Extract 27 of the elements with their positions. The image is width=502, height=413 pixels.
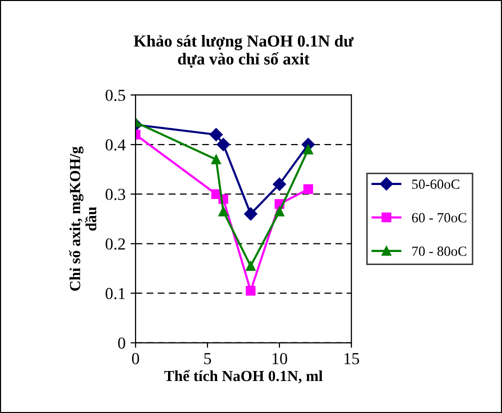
x-tick-label: 15 [344, 353, 360, 364]
y-tick-label: 0.5 [106, 90, 126, 102]
y-tick-label: 0.4 [106, 139, 126, 151]
point [210, 128, 223, 142]
y-tick-label: 0.2 [106, 238, 125, 250]
point [246, 286, 256, 296]
point [218, 206, 228, 216]
point [246, 261, 256, 271]
point [274, 206, 284, 216]
point [303, 184, 314, 194]
y-tick-label: 0.3 [106, 188, 126, 200]
point [244, 207, 258, 221]
legend-label: 60 - 70oC [412, 213, 466, 222]
y-tick-label: 0.1 [106, 288, 125, 300]
x-tick-label: 0 [132, 352, 140, 364]
point [303, 144, 314, 154]
x-tick-label: 10 [272, 352, 288, 364]
legend-label: 50-60oC [412, 180, 460, 189]
point [211, 154, 221, 164]
legend-label: 70 - 80oC [412, 246, 466, 256]
y-tick-label: 0 [118, 337, 126, 349]
y-axis-title: Chỉ số axit, mgKOH/g dầu [68, 146, 96, 291]
point [272, 178, 286, 191]
point [216, 138, 230, 152]
x-axis-title: Thể tích NaOH 0.1N, ml [164, 370, 323, 384]
chart-title: Khảo sát lượng NaOH 0.1N dư dựa vào chỉ số axit [134, 34, 354, 68]
x-tick-label: 5 [204, 353, 212, 364]
